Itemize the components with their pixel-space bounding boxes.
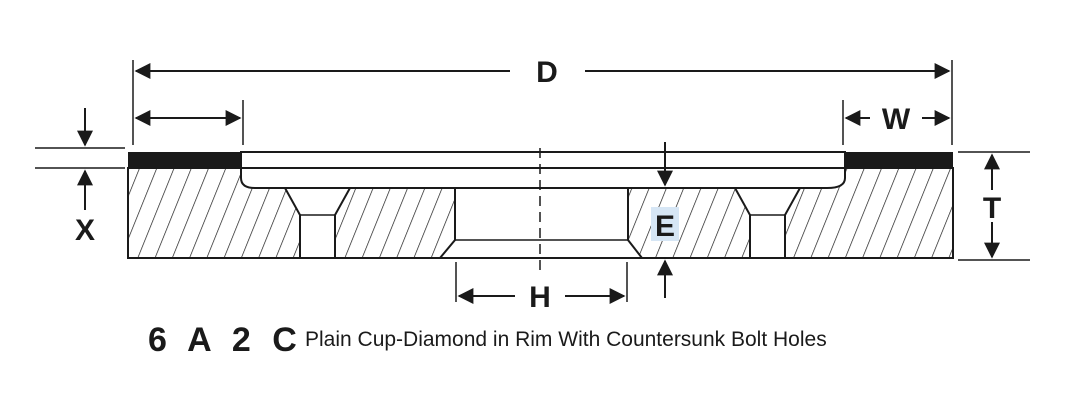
label-w: W bbox=[882, 103, 911, 136]
label-d: D bbox=[536, 56, 558, 89]
label-e-highlight bbox=[651, 207, 679, 241]
label-h: H bbox=[529, 281, 551, 314]
dimension-e: E bbox=[651, 142, 679, 298]
wheel-description: Plain Cup-Diamond in Rim With Countersun… bbox=[305, 328, 827, 351]
dimension-x: X bbox=[35, 108, 125, 247]
dimension-left-width bbox=[134, 100, 244, 145]
right-diamond-rim bbox=[845, 152, 953, 168]
wheel-code: 6 A 2 C bbox=[148, 321, 303, 359]
dimension-h: H bbox=[455, 262, 628, 314]
dimension-t: T bbox=[958, 151, 1030, 261]
left-diamond-rim bbox=[128, 152, 241, 168]
dimension-w: W bbox=[842, 100, 951, 145]
label-x: X bbox=[75, 214, 95, 247]
label-t: T bbox=[983, 192, 1001, 225]
label-e: E bbox=[655, 210, 675, 243]
dimension-d: D bbox=[132, 56, 953, 145]
